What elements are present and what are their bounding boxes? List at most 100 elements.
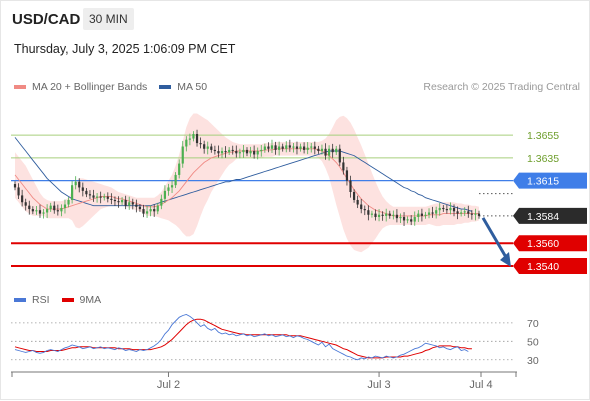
candle-body: [320, 148, 324, 152]
time-axis-label: Jul 4: [469, 379, 492, 391]
candle-body: [217, 151, 220, 154]
candle-body: [402, 217, 406, 221]
legend-item-rsi: RSI: [14, 294, 50, 306]
candle-body: [406, 219, 409, 221]
candle-body: [449, 207, 452, 211]
legend-item-ma20: MA 20 + Bollinger Bands: [14, 81, 147, 93]
candle-body: [210, 146, 213, 150]
candle-body: [103, 196, 106, 198]
candle-body: [31, 209, 34, 212]
candle-body: [438, 207, 441, 211]
legend-swatch-9ma: [61, 298, 74, 302]
candle-body: [470, 213, 473, 215]
candle-body: [374, 213, 377, 218]
candle-body: [474, 213, 477, 215]
candle-body: [95, 196, 99, 198]
rsi-9ma-line: [14, 318, 472, 359]
projection-arrow-head: [500, 251, 511, 267]
candle-body: [260, 149, 263, 152]
candle-body: [138, 206, 142, 210]
candle-body: [381, 214, 384, 216]
research-credit: Research © 2025 Trading Central: [423, 81, 580, 93]
candle-body: [163, 190, 167, 199]
bollinger-band: [15, 113, 479, 253]
candle-body: [460, 212, 463, 214]
legend-swatch-rsi: [14, 298, 26, 302]
candle-body: [463, 211, 466, 213]
rsi-tick-label: 70: [527, 318, 539, 330]
candle-body: [270, 145, 274, 149]
candle-body: [53, 205, 56, 211]
candle-body: [360, 204, 363, 210]
projection-arrow-shaft: [481, 217, 509, 260]
current-tag-box: [513, 207, 587, 224]
candle-body: [228, 149, 231, 153]
candle-body: [178, 163, 181, 175]
candle-body: [131, 202, 134, 205]
legend-item-9ma: 9MA: [61, 294, 101, 306]
candle-body: [310, 146, 313, 148]
candle-body: [145, 211, 149, 214]
legend-label-ma20: MA 20 + Bollinger Bands: [32, 81, 148, 93]
candle-body: [267, 146, 270, 149]
timestamp: Thursday, July 3, 2025 1:06:09 PM CET: [14, 42, 236, 56]
legend-item-ma50: MA 50: [159, 81, 207, 93]
candle-body: [317, 148, 320, 152]
candle-body: [199, 143, 202, 145]
symbol-title: USD/CAD: [12, 11, 81, 28]
time-axis-label: Jul 3: [367, 379, 390, 391]
candle-body: [245, 149, 249, 154]
candle-body: [356, 199, 359, 205]
candle-body: [67, 199, 70, 205]
candle-body: [442, 207, 445, 210]
candle-body: [174, 174, 177, 186]
candle-body: [213, 149, 216, 152]
candle-body: [417, 213, 420, 218]
candle-body: [160, 198, 163, 206]
candle-body: [367, 210, 370, 215]
candle-body: [99, 196, 102, 198]
candle-body: [385, 213, 388, 216]
candle-body: [253, 151, 256, 155]
candle-body: [235, 151, 238, 154]
candle-body: [388, 213, 391, 216]
candle-body: [153, 209, 156, 212]
candle-body: [13, 184, 17, 188]
candle-body: [477, 213, 481, 216]
candle-body: [188, 138, 191, 140]
candle-body: [395, 214, 399, 219]
pivot-tag-label: 1.3615: [527, 176, 559, 188]
pivot-tag-box: [513, 172, 587, 189]
candle-body: [185, 139, 188, 147]
legend-swatch-ma20: [14, 85, 26, 89]
rsi-legend: RSI 9MA: [14, 294, 113, 306]
candle-body: [249, 151, 252, 154]
candle-body: [299, 146, 302, 149]
candle-body: [71, 185, 74, 200]
candle-body: [63, 204, 67, 208]
candle-body: [363, 209, 366, 211]
candle-body: [85, 190, 88, 195]
candle-body: [285, 145, 288, 149]
candle-body: [327, 148, 331, 156]
candle-body: [278, 146, 281, 150]
candle-body: [128, 202, 131, 206]
candle-body: [238, 152, 241, 154]
candle-body: [345, 170, 349, 181]
candle-body: [420, 213, 423, 216]
resistance-tag: 1.3635: [527, 153, 559, 165]
candle-body: [220, 151, 224, 154]
candle-body: [349, 180, 352, 192]
candle-body: [192, 133, 195, 139]
candle-body: [303, 146, 306, 150]
candle-body: [135, 204, 138, 207]
timeframe-badge[interactable]: 30 MIN: [83, 8, 134, 30]
price-legend: MA 20 + Bollinger Bands MA 50: [14, 81, 219, 93]
candle-body: [467, 211, 470, 214]
candle-body: [370, 213, 374, 215]
candle-body: [431, 212, 434, 214]
candle-body: [124, 199, 127, 206]
candle-body: [424, 214, 427, 216]
candle-body: [17, 187, 20, 196]
